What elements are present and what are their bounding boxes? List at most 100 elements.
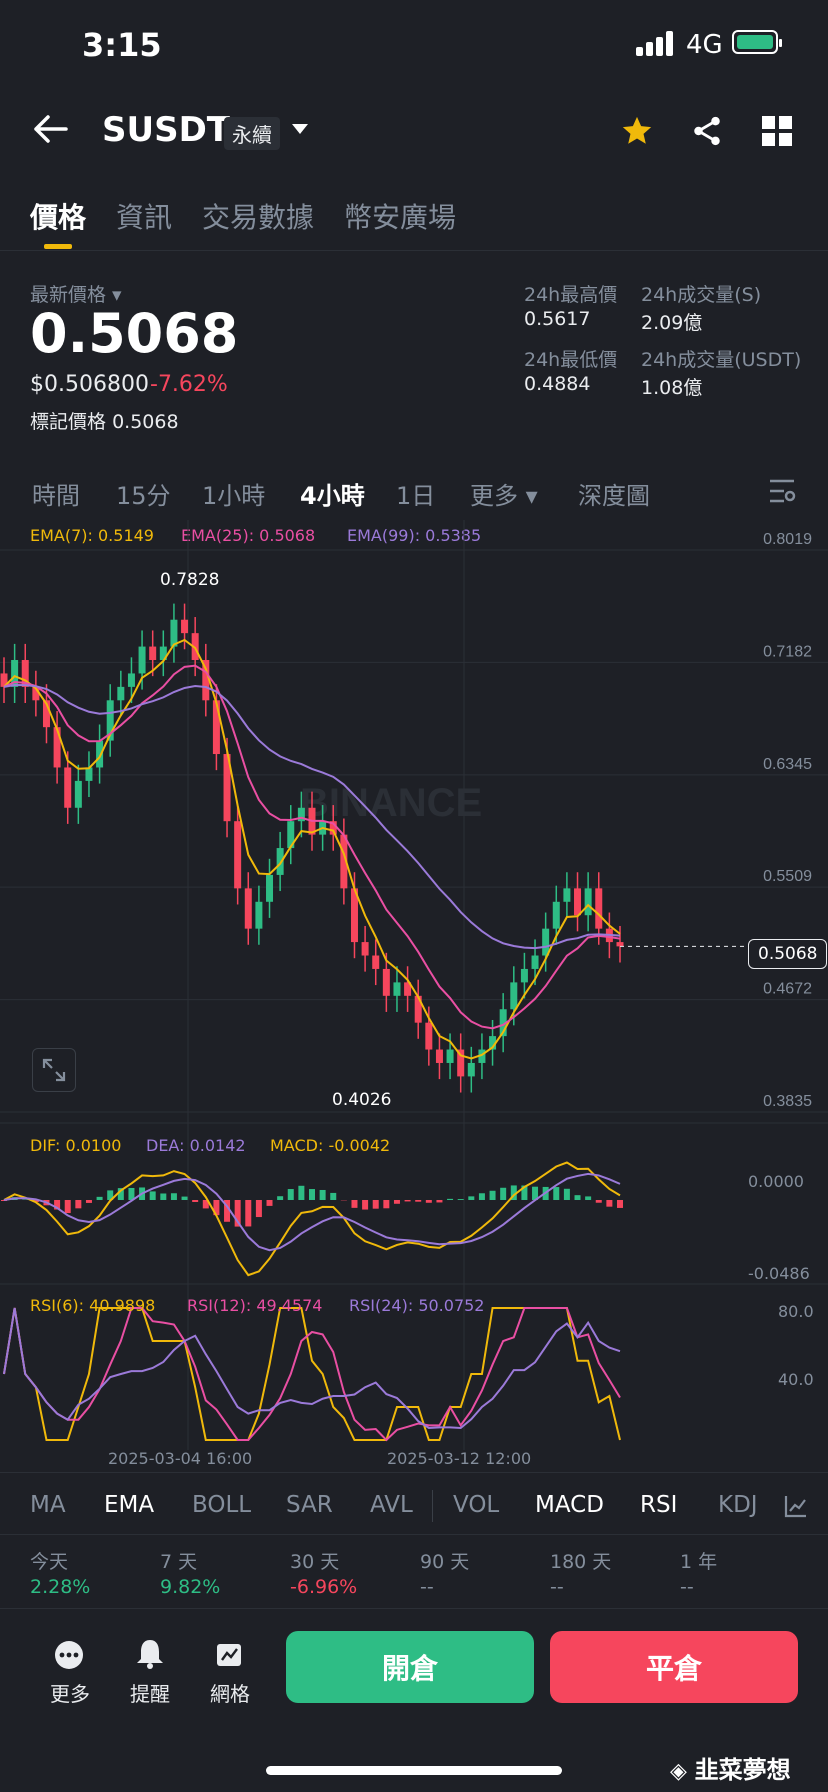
usd-price: $0.506800	[30, 372, 149, 397]
rsi24-line	[3, 1307, 621, 1430]
interval-1h[interactable]: 1小時	[202, 482, 266, 510]
macd-bar	[447, 1198, 454, 1200]
candle	[542, 928, 550, 956]
tab-price[interactable]: 價格	[30, 201, 87, 234]
battery-icon	[732, 30, 782, 54]
ind-avl[interactable]: AVL	[370, 1492, 413, 1518]
ind-ma[interactable]: MA	[30, 1492, 66, 1518]
ind-sar[interactable]: SAR	[286, 1492, 333, 1518]
rsi12-legend: RSI(12): 49.4574	[187, 1296, 323, 1315]
candle	[499, 1009, 507, 1037]
more-label[interactable]: 更多	[50, 1682, 90, 1706]
ind-macd[interactable]: MACD	[535, 1492, 604, 1518]
share-icon[interactable]	[690, 114, 724, 148]
more-icon[interactable]	[54, 1640, 84, 1670]
mark-price-row: 標記價格 0.5068	[30, 411, 179, 433]
close-position-button[interactable]: 平倉	[550, 1631, 798, 1703]
macd-bar	[255, 1200, 262, 1218]
tab-trading-data[interactable]: 交易數據	[202, 201, 315, 234]
macd-bar	[170, 1193, 177, 1200]
signal-icon	[636, 30, 676, 56]
tab-underline	[44, 244, 72, 249]
macd-bar	[383, 1200, 390, 1209]
interval-15m[interactable]: 15分	[116, 482, 171, 510]
perf-label: 180 天	[550, 1551, 612, 1573]
candle	[414, 995, 422, 1023]
ema7-line	[3, 638, 621, 1060]
open-position-button[interactable]: 開倉	[286, 1631, 534, 1703]
back-arrow-icon[interactable]	[32, 114, 68, 144]
star-icon[interactable]	[620, 114, 654, 148]
macd-bar	[213, 1200, 220, 1216]
candle	[53, 727, 61, 768]
candle	[106, 700, 114, 741]
grid-label[interactable]: 網格	[210, 1682, 250, 1706]
high-label: 24h最高價	[524, 284, 618, 306]
macd-bar	[574, 1195, 581, 1200]
price-axis-label: 0.7182	[763, 643, 812, 660]
interval-time[interactable]: 時間	[32, 482, 80, 510]
home-indicator[interactable]	[266, 1766, 562, 1775]
macd-bar	[1, 1200, 7, 1201]
dif-line	[3, 1161, 621, 1277]
interval-4h[interactable]: 4小時	[300, 482, 365, 510]
macd-bar	[96, 1196, 103, 1200]
candle	[382, 968, 390, 996]
interval-1d[interactable]: 1日	[396, 482, 436, 510]
macd-bar	[351, 1200, 358, 1208]
tab-info[interactable]: 資訊	[116, 201, 173, 234]
layout-grid-icon[interactable]	[762, 116, 792, 146]
tab-binance-square[interactable]: 幣安廣場	[344, 201, 457, 234]
ema99-line	[3, 684, 621, 950]
interval-more[interactable]: 更多 ▾	[470, 482, 538, 510]
macd-bar	[224, 1200, 231, 1222]
candle	[478, 1049, 486, 1063]
candle	[425, 1022, 433, 1050]
price-axis: 0.8019 0.7182 0.6345 0.5509 0.4672 0.3835	[763, 531, 812, 1110]
rsi24-legend: RSI(24): 50.0752	[349, 1296, 485, 1315]
candle	[255, 901, 263, 929]
candle	[350, 888, 358, 943]
indicator-settings-icon[interactable]	[784, 1494, 808, 1518]
grid-trading-icon[interactable]	[215, 1638, 245, 1668]
bell-icon[interactable]	[135, 1638, 165, 1670]
status-time: 3:15	[82, 26, 162, 64]
chart-settings-icon[interactable]	[768, 478, 796, 504]
ind-boll[interactable]: BOLL	[192, 1492, 252, 1518]
candle	[266, 874, 274, 902]
candle	[96, 740, 104, 768]
alert-label[interactable]: 提醒	[130, 1682, 170, 1706]
candle	[42, 700, 50, 728]
symbol-title[interactable]: SUSDT	[102, 110, 230, 150]
macd-bar	[117, 1188, 124, 1200]
vol-s-value: 2.09億	[641, 312, 703, 334]
candle	[616, 942, 624, 947]
expand-button[interactable]	[32, 1048, 76, 1092]
ind-rsi[interactable]: RSI	[640, 1492, 678, 1518]
candle	[361, 942, 369, 956]
macd-bar	[330, 1192, 337, 1200]
high-value: 0.5617	[524, 308, 591, 330]
rsi6-legend: RSI(6): 40.9898	[30, 1296, 156, 1315]
macd-bar	[128, 1187, 135, 1200]
candle	[159, 646, 167, 661]
candle	[21, 660, 29, 687]
macd-axis-1: -0.0486	[748, 1264, 810, 1283]
candle	[531, 955, 539, 969]
last-price-label[interactable]: 最新價格 ▾	[30, 284, 122, 306]
divider	[0, 1608, 828, 1609]
expand-icon	[42, 1058, 66, 1082]
ind-vol[interactable]: VOL	[453, 1492, 500, 1518]
interval-depth[interactable]: 深度圖	[578, 482, 650, 510]
dea-legend: DEA: 0.0142	[146, 1136, 246, 1155]
macd-bar	[319, 1189, 326, 1200]
candlestick-chart[interactable]: 0.8019 0.7182 0.6345 0.5509 0.4672 0.3835 BIN…	[0, 520, 828, 1470]
max-price-label: 0.7828	[160, 570, 220, 590]
vol-s-label: 24h成交量(S)	[641, 284, 762, 306]
rsi-panel	[3, 1307, 621, 1442]
ind-kdj[interactable]: KDJ	[718, 1492, 758, 1518]
rsi-axis-80: 80.0	[778, 1302, 814, 1321]
ema-lines	[3, 638, 746, 1060]
ind-ema[interactable]: EMA	[104, 1492, 155, 1518]
chevron-down-icon[interactable]	[292, 124, 308, 136]
